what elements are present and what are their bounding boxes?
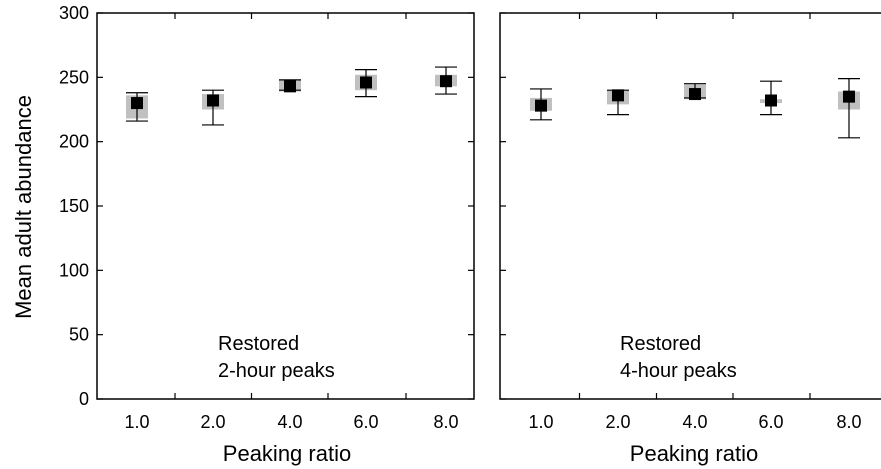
y-tick-label: 100 <box>59 260 89 280</box>
x-tick-label: 6.0 <box>758 412 783 432</box>
y-tick-label: 50 <box>69 325 89 345</box>
y-tick-label: 300 <box>59 3 89 23</box>
x-tick-label: 4.0 <box>277 412 302 432</box>
x-tick-label: 1.0 <box>528 412 553 432</box>
panel-2-x-axis-title: Peaking ratio <box>630 441 758 466</box>
panel-1-annotation-line-1: Restored <box>218 333 299 355</box>
mean-point <box>207 94 219 107</box>
panel-1-marks <box>126 66 457 126</box>
mean-point <box>284 80 296 93</box>
x-tick-label: 1.0 <box>124 412 149 432</box>
y-tick-label: 250 <box>59 67 89 87</box>
x-tick-label: 6.0 <box>353 412 378 432</box>
y-tick-label: 200 <box>59 132 89 152</box>
x-tick-label: 2.0 <box>200 412 225 432</box>
y-axis-title: Mean adult abundance <box>11 95 36 319</box>
x-tick-label: 2.0 <box>605 412 630 432</box>
x-tick-label: 4.0 <box>682 412 707 432</box>
panel-2-marks <box>530 78 860 139</box>
mean-point <box>843 90 855 103</box>
panel-2-annotation-line-1: Restored <box>620 333 701 355</box>
panel-1: 0 50 100 150 200 250 300 1.0 2.0 4.0 6.0 8.0 Restor… <box>59 3 475 466</box>
panel-1-ticks: 0 50 100 150 200 250 300 1.0 2.0 4.0 6.0 8.0 <box>59 3 474 432</box>
mean-point <box>360 76 372 89</box>
mean-point <box>440 75 452 88</box>
mean-point <box>765 94 777 107</box>
panel-2-ticks: 1.0 2.0 4.0 6.0 8.0 <box>500 12 862 432</box>
mean-point <box>689 88 701 101</box>
x-tick-label: 8.0 <box>836 412 861 432</box>
panel-2: 1.0 2.0 4.0 6.0 8.0 Restored 4-hour peaks Pe… <box>499 12 881 466</box>
mean-point <box>131 97 143 110</box>
mean-point <box>535 99 547 112</box>
panel-2-annotation-line-2: 4-hour peaks <box>620 360 737 382</box>
y-tick-label: 150 <box>59 196 89 216</box>
panel-1-x-axis-title: Peaking ratio <box>223 441 351 466</box>
x-tick-label: 8.0 <box>433 412 458 432</box>
y-tick-label: 0 <box>79 389 89 409</box>
panel-1-annotation-line-2: 2-hour peaks <box>218 360 335 382</box>
mean-point <box>612 89 624 102</box>
